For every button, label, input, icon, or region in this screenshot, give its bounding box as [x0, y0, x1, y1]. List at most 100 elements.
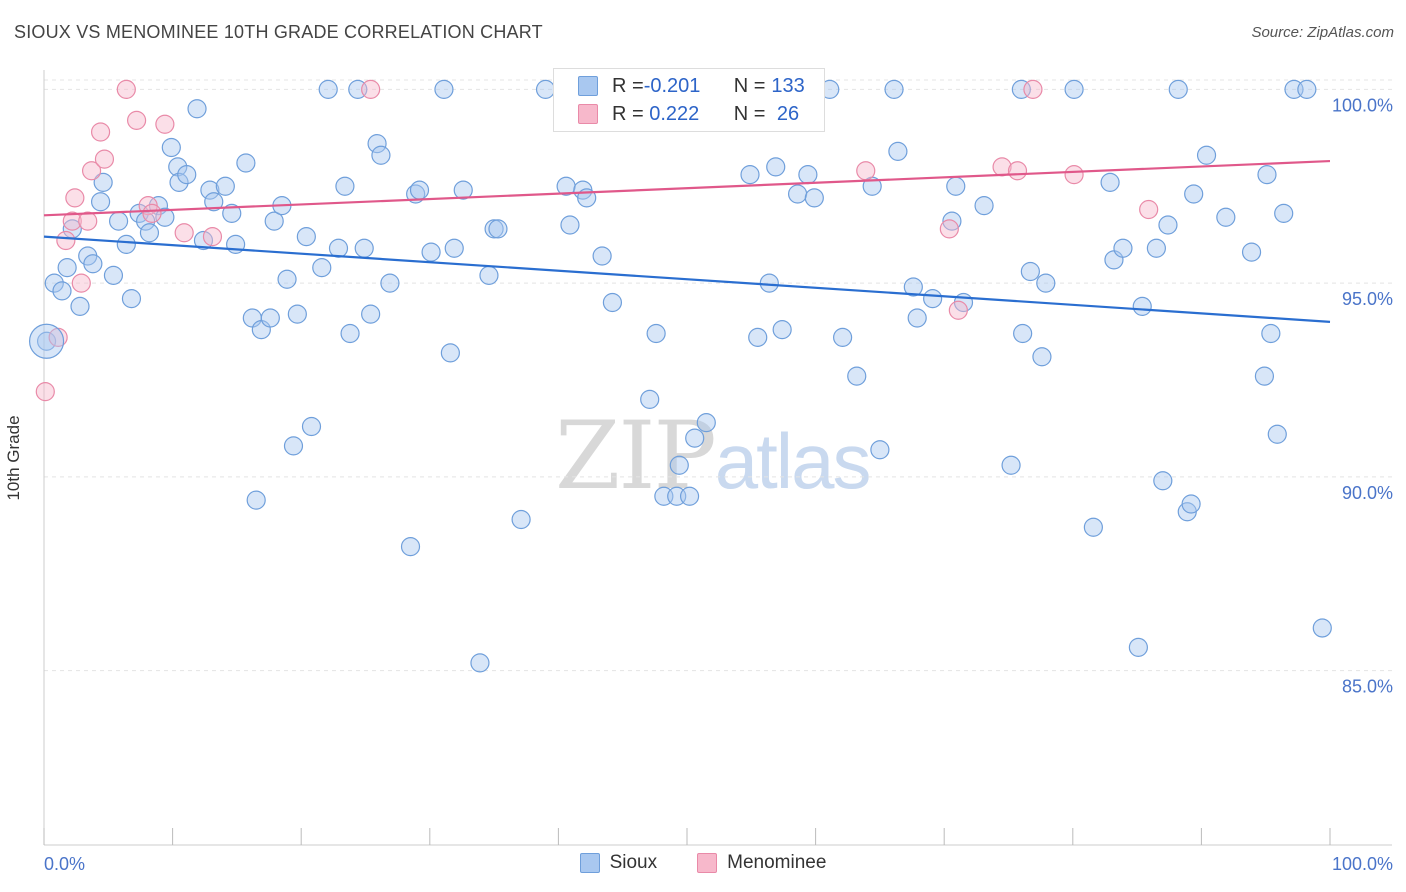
sioux-point [204, 192, 224, 212]
sioux-point [696, 413, 716, 433]
sioux-point [200, 180, 220, 200]
menominee-point [1007, 161, 1028, 181]
legend-item-sioux[interactable]: Sioux [579, 852, 658, 874]
sioux-point [888, 141, 908, 161]
sioux-point [907, 308, 927, 328]
sioux-point [669, 455, 689, 475]
sioux-point-large [28, 323, 65, 359]
sioux-point [103, 265, 124, 285]
sioux-point [335, 176, 355, 196]
sioux-point [70, 296, 90, 316]
sioux-point [340, 323, 360, 344]
sioux-point [380, 273, 400, 293]
sioux-point [440, 343, 460, 363]
sioux-point [354, 238, 374, 258]
sioux-point [36, 331, 57, 351]
sioux-point [1168, 79, 1188, 99]
series-legend: Sioux Menominee [0, 852, 1406, 874]
menominee-point [361, 79, 381, 99]
sioux-point [83, 254, 103, 274]
menominee-point [1023, 79, 1043, 99]
sioux-point [236, 153, 256, 173]
menominee-trend-line [43, 159, 1331, 217]
legend-n-label: N = [733, 74, 766, 97]
menominee-point [126, 110, 147, 130]
sioux-point [1011, 79, 1031, 99]
sioux-point [1297, 79, 1317, 99]
menominee-point [174, 223, 194, 243]
sioux-point [169, 172, 189, 192]
sioux-point [116, 234, 136, 254]
sioux-point [155, 207, 175, 227]
sioux-point [1241, 242, 1262, 262]
menominee-point [56, 230, 76, 251]
sioux-point [804, 188, 824, 208]
sioux-point [93, 172, 113, 192]
sioux-point [318, 79, 338, 99]
legend-n-value: 26 [771, 102, 800, 125]
sioux-point [923, 289, 943, 309]
sioux-point [1013, 323, 1033, 344]
chart-title: SIOUX VS MENOMINEE 10TH GRADE CORRELATIO… [14, 22, 543, 42]
sioux-point [434, 79, 454, 99]
legend-label-sioux: Sioux [609, 852, 658, 873]
sioux-point [1254, 366, 1275, 386]
sioux-point [1153, 471, 1173, 491]
sioux-point [1100, 172, 1120, 192]
sioux-point [946, 176, 966, 196]
sioux-point [296, 227, 316, 247]
menominee-point [35, 382, 55, 402]
watermark: ZIPatlas [555, 402, 871, 511]
sioux-point [1020, 261, 1040, 282]
sioux-point [646, 323, 666, 344]
menominee-point [65, 188, 85, 208]
sioux-point [884, 79, 904, 99]
sioux-point [312, 258, 332, 278]
menominee-point [939, 219, 959, 239]
x-tick-label-right: 100.0% [1332, 854, 1393, 874]
legend-r-label: R = [612, 74, 644, 97]
sioux-point [301, 416, 322, 437]
sioux-point [1158, 215, 1178, 235]
sioux-point [1113, 238, 1133, 258]
sioux-point [592, 246, 612, 266]
y-tick-label: 85.0% [1342, 677, 1393, 697]
legend-row-sioux: R = -0.201 N = 133 [578, 73, 805, 99]
legend-item-menominee[interactable]: Menominee [697, 852, 826, 874]
legend-n-label: N = [733, 102, 766, 125]
menominee-point [90, 122, 111, 142]
sioux-point [1184, 184, 1204, 204]
menominee-point [948, 300, 968, 320]
source-credit: Source: ZipAtlas.com [1251, 24, 1394, 41]
sioux-point [215, 176, 235, 196]
sioux-point [1196, 145, 1217, 165]
sioux-point [847, 366, 867, 386]
legend-r-value: -0.201 [643, 74, 701, 97]
sioux-point [1132, 296, 1152, 316]
sioux-point [177, 165, 197, 185]
sioux-point [1128, 637, 1148, 657]
sioux-point [1312, 618, 1332, 638]
sioux-point [1267, 424, 1287, 444]
sioux-point [640, 389, 660, 409]
menominee-point [1139, 199, 1159, 220]
sioux-point [264, 211, 284, 231]
y-tick-label: 90.0% [1342, 483, 1393, 503]
menominee-point [81, 161, 102, 181]
sioux-point [260, 308, 280, 328]
sioux-point [833, 327, 853, 347]
menominee-point [116, 79, 136, 99]
menominee-point [71, 273, 91, 293]
sioux-point [108, 211, 129, 231]
sioux-point [187, 99, 207, 119]
sioux-point [277, 269, 297, 289]
sioux-point [740, 165, 760, 185]
sioux-point [361, 304, 381, 324]
sioux-point [488, 219, 508, 239]
sioux-trend-line [43, 235, 1331, 323]
sioux-point [1274, 203, 1294, 223]
y-tick-label: 100.0% [1332, 95, 1393, 115]
sioux-point [409, 180, 430, 200]
sioux-point [1216, 207, 1236, 227]
menominee-swatch [578, 104, 598, 124]
